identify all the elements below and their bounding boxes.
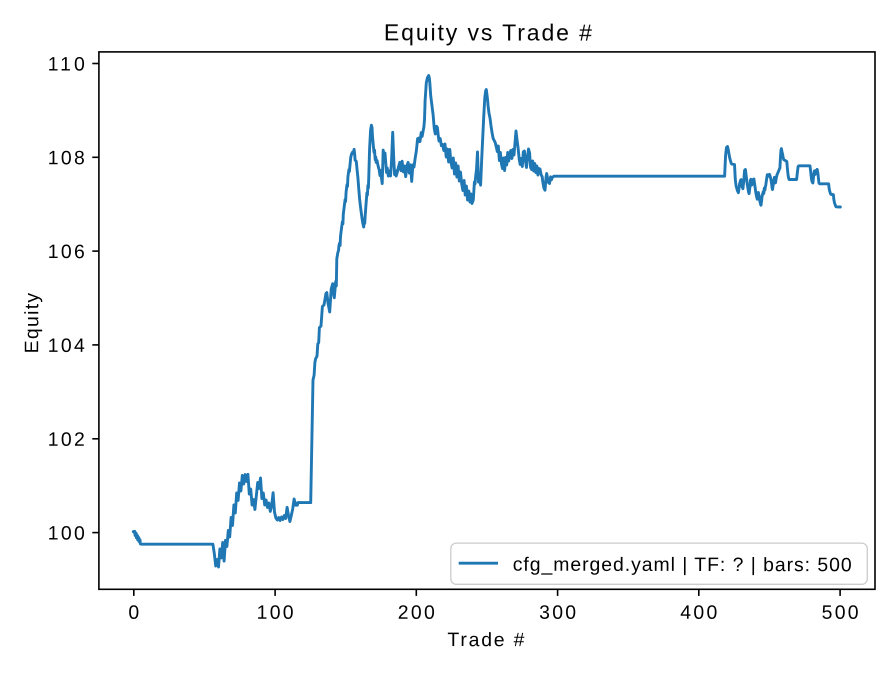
svg-text:400: 400 <box>680 602 717 624</box>
svg-text:100: 100 <box>257 602 294 624</box>
svg-text:500: 500 <box>822 602 859 624</box>
svg-text:108: 108 <box>48 147 85 169</box>
svg-text:102: 102 <box>48 429 85 451</box>
svg-text:Equity: Equity <box>21 293 43 354</box>
svg-text:Equity vs Trade #: Equity vs Trade # <box>384 19 592 45</box>
svg-text:110: 110 <box>48 53 85 75</box>
svg-text:100: 100 <box>48 523 85 545</box>
svg-text:106: 106 <box>48 241 85 263</box>
svg-text:0: 0 <box>128 602 139 624</box>
svg-text:cfg_merged.yaml | TF: ? | bars: cfg_merged.yaml | TF: ? | bars: 500 <box>513 554 852 577</box>
svg-text:200: 200 <box>398 602 435 624</box>
svg-text:104: 104 <box>48 335 85 357</box>
svg-text:300: 300 <box>539 602 576 624</box>
